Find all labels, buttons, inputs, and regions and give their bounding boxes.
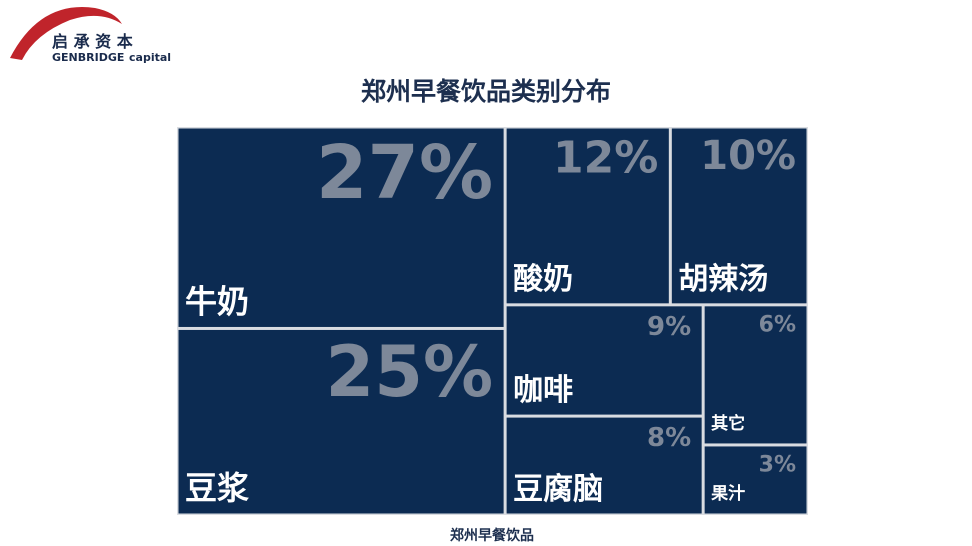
- tile-label: 果汁: [711, 483, 745, 504]
- tile-label: 酸奶: [513, 262, 573, 297]
- tile-label: 咖啡: [513, 373, 573, 408]
- tile-label: 其它: [711, 413, 745, 434]
- logo-arc: [10, 7, 122, 60]
- value-label: 8%: [647, 423, 691, 453]
- chart-title: 郑州早餐饮品类别分布: [361, 77, 611, 106]
- logo-english: GENBRIDGE: [52, 51, 124, 64]
- logo-english-2: capital: [129, 51, 171, 64]
- value-label: 3%: [759, 453, 796, 478]
- value-label: 25%: [326, 331, 494, 413]
- tile-label: 豆腐脑: [513, 472, 603, 507]
- tile: [178, 128, 504, 327]
- value-label: 27%: [316, 130, 493, 216]
- tile: [178, 329, 504, 514]
- tile: [704, 446, 807, 514]
- tile: [506, 306, 702, 415]
- tile-label: 牛奶: [185, 282, 249, 320]
- tile: [506, 417, 702, 514]
- value-label: 10%: [700, 133, 796, 179]
- value-label: 12%: [553, 132, 658, 183]
- tile-label: 胡辣汤: [678, 262, 768, 297]
- tile: [671, 128, 807, 304]
- value-label: 6%: [759, 313, 796, 338]
- value-label: 9%: [647, 312, 691, 342]
- caption: 郑州早餐饮品: [450, 527, 534, 544]
- logo-chinese: 启 承 资 本: [52, 32, 133, 51]
- tile-label: 豆浆: [185, 469, 249, 507]
- tile: [704, 306, 807, 444]
- tile: [506, 128, 669, 304]
